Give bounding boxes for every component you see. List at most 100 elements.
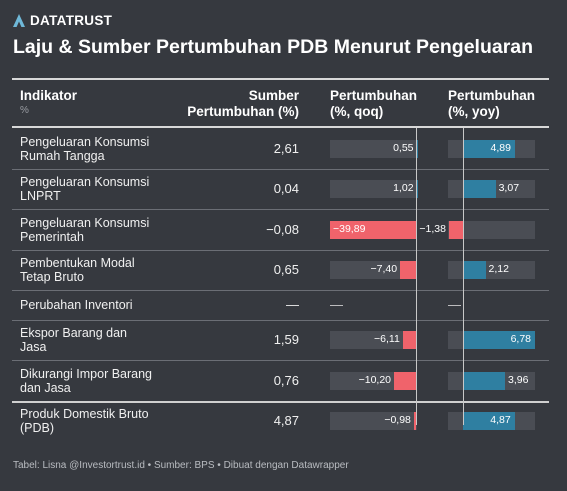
table-row: Pembentukan Modal Tetap Bruto 0,65 −7,40 2,1… [12,250,549,290]
brand: DATATRUST [13,13,112,28]
row-divider [12,169,549,170]
row-divider [12,320,549,321]
header-sumber: Sumber Pertumbuhan (%) [187,88,299,120]
table-row: Perubahan Inventori — — — [12,290,549,320]
row-sumber-value: 4,87 [273,413,299,428]
row-qoq-bar [400,261,416,279]
row-qoq-label: 1,02 [393,182,414,194]
header-indikator: Indikator [20,88,78,103]
table-row: Dikurangi Impor Barang dan Jasa 0,76 −10,20… [12,360,549,401]
row-qoq-bar [402,331,416,349]
row-qoq-label: −0,98 [384,414,411,426]
row-yoy-bar [463,412,515,430]
row-yoy-track: 2,12 [448,261,535,279]
header-indikator-sub: % [20,105,29,116]
row-qoq-track: −10,20 [330,371,417,390]
row-sumber-value: 0,04 [273,181,299,196]
row-label: Pengeluaran Konsumsi Rumah Tangga [20,135,149,163]
row-label-line1: Produk Domestik Bruto [20,407,149,421]
row-label-line2: Jasa [20,340,47,354]
row-label-line2: Rumah Tangga [20,148,105,163]
header-qoq-line1: Pertumbuhan [330,88,418,103]
header-yoy-line2: (%, yoy) [448,104,500,119]
header-yoy: Pertumbuhan (%, yoy) [448,88,535,120]
row-sumber-value: 2,61 [273,140,299,156]
row-yoy-bar [463,180,496,198]
page-title: Laju & Sumber Pertumbuhan PDB Menurut Pe… [13,36,534,58]
row-qoq-label: −6,11 [374,333,400,345]
row-label-line1: Pengeluaran Konsumsi [20,215,150,230]
row-label-line1: Ekspor Barang dan [20,326,128,340]
row-qoq-track: −7,40 [330,261,417,279]
table-row: Produk Domestik Bruto (PDB) 4,87 −0,98 4,87 [12,401,549,441]
header-bottom-rule [12,126,549,128]
row-label: Pengeluaran Konsumsi Pemerintah [20,216,149,244]
row-yoy-bar [463,371,506,390]
row-qoq-label: −39,89 [333,222,366,235]
row-yoy-track: 3,96 [448,371,535,390]
datatrust-logo-icon [13,14,25,27]
row-yoy-track: 4,87 [448,412,535,430]
table-row: Pengeluaran Konsumsi LNPRT 0,04 1,02 3,07 [12,169,549,209]
row-yoy-bar [449,220,463,239]
row-label: Pembentukan Modal Tetap Bruto [20,256,135,284]
footer-credits: Tabel: Lisna @Investortrust.id • Sumber:… [13,460,349,471]
row-yoy-empty: — [448,297,461,312]
row-label-line1: Pembentukan Modal [20,256,135,270]
row-qoq-empty: — [330,297,343,312]
row-label: Pengeluaran Konsumsi LNPRT [20,175,149,203]
table-row: Pengeluaran Konsumsi Rumah Tangga 2,61 0,55… [12,128,549,169]
row-sumber-value: — [286,297,299,312]
row-sumber-value: −0,08 [266,221,299,237]
row-divider [12,360,549,361]
header-sumber-line1: Sumber [248,88,299,103]
row-sumber-value: 1,59 [273,332,299,347]
header-yoy-line1: Pertumbuhan [448,88,536,103]
row-yoy-label: 2,12 [488,263,509,275]
row-qoq-bar [413,412,416,430]
row-qoq-track: −0,98 [330,412,417,430]
row-qoq-label: 0,55 [393,141,414,154]
row-label-line1: Pengeluaran Konsumsi [20,134,150,149]
row-label: Dikurangi Impor Barang dan Jasa [20,367,152,395]
row-label-line2: LNPRT [20,189,61,203]
total-rule [12,401,549,403]
qoq-zero-axis [416,128,417,425]
brand-name: DATATRUST [30,13,113,28]
row-qoq-track: 0,55 [330,139,418,158]
table-row: Pengeluaran Konsumsi Pemerintah −0,08 −39,8… [12,209,549,250]
row-qoq-label: −10,20 [358,373,392,386]
table-row: Ekspor Barang dan Jasa 1,59 −6,11 6,78 [12,320,549,360]
row-qoq-bar [330,220,416,239]
header-qoq: Pertumbuhan (%, qoq) [330,88,417,120]
row-qoq-track: 1,02 [330,180,418,198]
row-sumber-value: 0,76 [273,372,299,388]
row-yoy-label: 3,07 [498,182,520,194]
row-yoy-label: 6,78 [510,333,531,345]
row-yoy-bar [463,261,486,279]
row-label-line2: (PDB) [20,421,55,435]
row-yoy-bar [463,139,515,158]
row-label: Ekspor Barang dan Jasa [20,326,127,354]
row-label-line1: Pengeluaran Konsumsi [20,175,150,189]
row-divider [12,209,549,210]
row-yoy-track: 6,78 [448,331,535,349]
header-sumber-line2: Pertumbuhan (%) [187,104,299,119]
row-qoq-bar [394,371,416,390]
row-label: Produk Domestik Bruto (PDB) [20,407,149,435]
yoy-zero-axis [463,128,464,425]
row-label-line2: Tetap Bruto [20,270,84,284]
row-yoy-label: 3,96 [508,373,529,386]
row-qoq-track: −39,89 [330,220,417,239]
row-qoq-track: −6,11 [330,331,417,349]
header-qoq-line2: (%, qoq) [330,104,384,119]
row-yoy-bar [463,331,535,349]
row-label-line1: Dikurangi Impor Barang [20,366,153,381]
row-divider [12,290,549,291]
row-label-line2: dan Jasa [20,380,71,395]
row-label-line2: Pemerintah [20,229,84,244]
table-top-rule [12,78,549,80]
row-yoy-label: 4,87 [490,414,511,426]
row-yoy-label: 4,89 [490,141,511,154]
row-yoy-track: 3,07 [448,180,535,198]
